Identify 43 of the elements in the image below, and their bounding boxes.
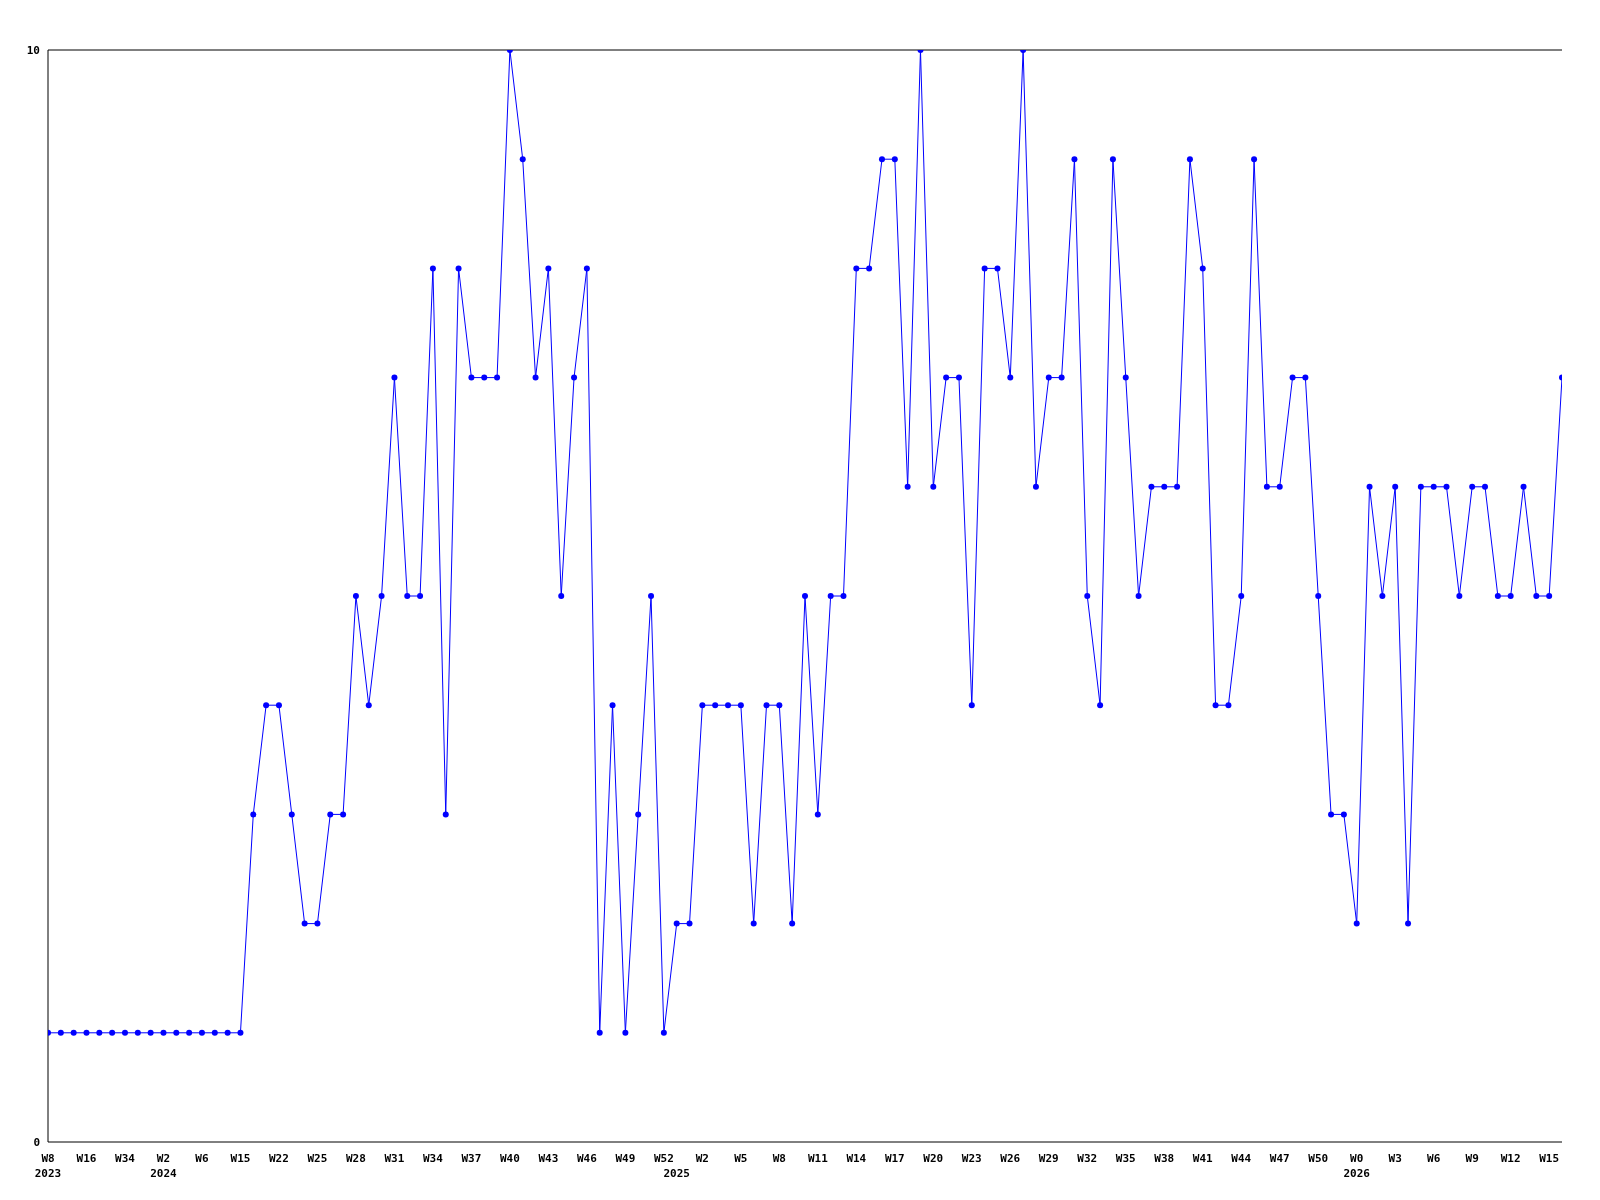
x-tick-label: W2 2024 bbox=[150, 1152, 178, 1180]
x-tick-label: W11 bbox=[807, 1152, 829, 1165]
x-tick-label: W46 bbox=[576, 1152, 598, 1165]
y-tick-label: 0 bbox=[33, 1135, 40, 1149]
x-tick-label: W25 bbox=[307, 1152, 328, 1165]
x-tick-label: W15 bbox=[1539, 1152, 1560, 1165]
x-tick-label: W0 2026 bbox=[1343, 1152, 1371, 1180]
x-tick-label: W2 bbox=[695, 1152, 709, 1165]
x-tick-label: W35 bbox=[1115, 1152, 1136, 1165]
x-tick-label: W32 bbox=[1077, 1152, 1098, 1165]
y-tick-label: 10 bbox=[26, 43, 40, 57]
x-tick-label: W5 bbox=[734, 1152, 748, 1165]
x-tick-label: W16 bbox=[76, 1152, 97, 1165]
x-tick-label: W38 bbox=[1154, 1152, 1175, 1165]
x-tick-label: 2025 bbox=[663, 1167, 690, 1180]
x-tick-label: W8 bbox=[772, 1152, 786, 1165]
x-tick-label: W34 bbox=[115, 1152, 136, 1165]
x-tick-label: W12 bbox=[1500, 1152, 1521, 1165]
x-tick-label: W3 bbox=[1388, 1152, 1402, 1165]
x-tick-label: W29 bbox=[1038, 1152, 1059, 1165]
x-tick-label: W34 bbox=[422, 1152, 444, 1165]
x-tick-label: W47 bbox=[1269, 1152, 1290, 1165]
x-tick-label: W9 bbox=[1465, 1152, 1479, 1165]
x-tick-label: W15 bbox=[230, 1152, 251, 1165]
x-tick-label: W50 bbox=[1308, 1152, 1329, 1165]
x-tick-label: W52 bbox=[653, 1152, 674, 1165]
x-tick-label: W20 bbox=[923, 1152, 944, 1165]
x-tick-label: W31 bbox=[384, 1152, 405, 1165]
x-tick-label: W26 bbox=[1000, 1152, 1021, 1165]
x-tick-label: W17 bbox=[884, 1152, 905, 1165]
x-tick-label: W23 bbox=[961, 1152, 982, 1165]
x-tick-label: W6 bbox=[1427, 1152, 1441, 1165]
x-tick-label: W8 2023 bbox=[34, 1152, 62, 1180]
x-tick-label: W43 bbox=[538, 1152, 559, 1165]
x-tick-label: W6 bbox=[195, 1152, 209, 1165]
x-tick-label: W40 bbox=[499, 1152, 520, 1165]
x-tick-label: W14 bbox=[846, 1152, 867, 1165]
x-tick-label: W37 bbox=[461, 1152, 482, 1165]
x-tick-label: W22 bbox=[269, 1152, 289, 1165]
x-tick-label: W49 bbox=[615, 1152, 636, 1165]
x-tick-label: W28 bbox=[345, 1152, 366, 1165]
x-tick-label: W41 bbox=[1192, 1152, 1214, 1165]
x-tick-label: W44 bbox=[1231, 1152, 1252, 1165]
